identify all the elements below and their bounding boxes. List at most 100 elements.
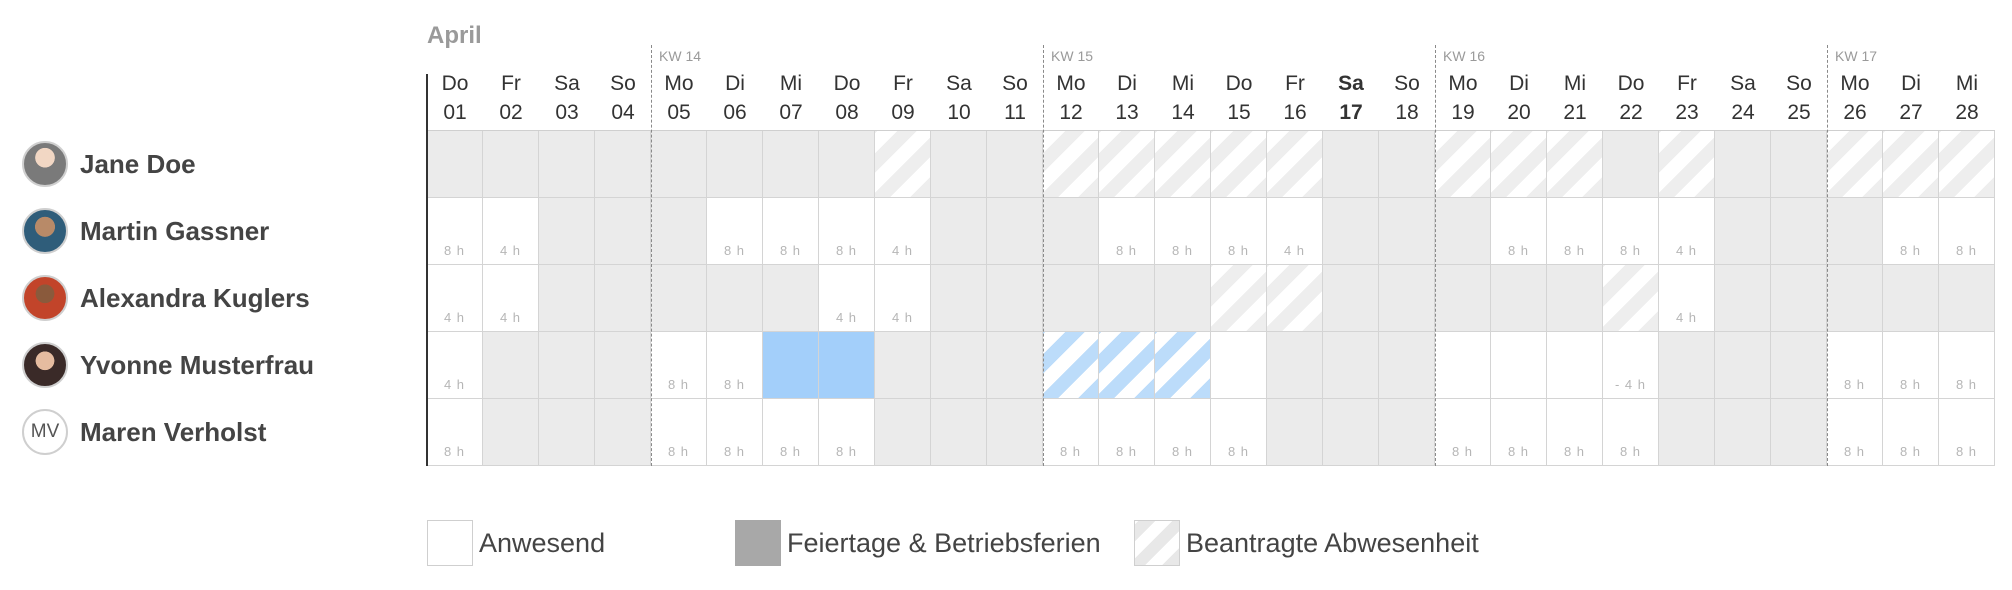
day-cell[interactable] bbox=[1379, 198, 1435, 265]
day-cell[interactable]: 8 h bbox=[1827, 332, 1883, 399]
day-cell[interactable]: 8 h bbox=[427, 399, 483, 466]
day-cell[interactable] bbox=[427, 131, 483, 198]
person-row[interactable]: Martin Gassner bbox=[22, 207, 269, 255]
day-cell[interactable] bbox=[1547, 131, 1603, 198]
day-cell[interactable] bbox=[1715, 131, 1771, 198]
day-cell[interactable]: 4 h bbox=[483, 198, 539, 265]
day-cell[interactable] bbox=[1435, 198, 1491, 265]
day-cell[interactable] bbox=[1211, 131, 1267, 198]
day-cell[interactable] bbox=[1435, 332, 1491, 399]
day-cell[interactable] bbox=[987, 332, 1043, 399]
day-cell[interactable]: 8 h bbox=[1211, 198, 1267, 265]
day-cell[interactable] bbox=[707, 265, 763, 332]
day-cell[interactable] bbox=[483, 399, 539, 466]
day-cell[interactable] bbox=[1323, 399, 1379, 466]
day-cell[interactable] bbox=[875, 131, 931, 198]
day-cell[interactable] bbox=[1603, 131, 1659, 198]
day-cell[interactable] bbox=[539, 332, 595, 399]
day-cell[interactable] bbox=[987, 399, 1043, 466]
day-cell[interactable] bbox=[1267, 131, 1323, 198]
day-cell[interactable] bbox=[875, 332, 931, 399]
day-cell[interactable]: 8 h bbox=[1211, 399, 1267, 466]
day-cell[interactable]: 8 h bbox=[1827, 399, 1883, 466]
day-cell[interactable] bbox=[875, 399, 931, 466]
day-cell[interactable] bbox=[1043, 265, 1099, 332]
day-cell[interactable]: 4 h bbox=[1659, 265, 1715, 332]
day-cell[interactable]: 8 h bbox=[1883, 399, 1939, 466]
day-cell[interactable] bbox=[1323, 131, 1379, 198]
day-cell[interactable]: 8 h bbox=[1939, 332, 1995, 399]
day-cell[interactable] bbox=[1491, 332, 1547, 399]
day-cell[interactable]: 4 h bbox=[427, 332, 483, 399]
day-cell[interactable] bbox=[1379, 131, 1435, 198]
person-row[interactable]: Jane Doe bbox=[22, 140, 196, 188]
day-cell[interactable] bbox=[651, 265, 707, 332]
day-cell[interactable] bbox=[1603, 265, 1659, 332]
day-cell[interactable] bbox=[1099, 131, 1155, 198]
day-cell[interactable]: 4 h bbox=[875, 265, 931, 332]
day-cell[interactable]: 8 h bbox=[819, 399, 875, 466]
day-cell[interactable]: 8 h bbox=[707, 399, 763, 466]
day-cell[interactable] bbox=[595, 131, 651, 198]
day-cell[interactable]: 8 h bbox=[1603, 198, 1659, 265]
day-cell[interactable]: 8 h bbox=[1491, 198, 1547, 265]
day-cell[interactable]: 8 h bbox=[763, 399, 819, 466]
person-row[interactable]: MV Maren Verholst bbox=[22, 408, 266, 456]
day-cell[interactable] bbox=[931, 332, 987, 399]
day-cell[interactable] bbox=[987, 198, 1043, 265]
day-cell[interactable] bbox=[595, 332, 651, 399]
day-cell[interactable] bbox=[1267, 399, 1323, 466]
day-cell[interactable]: 8 h bbox=[1547, 399, 1603, 466]
day-cell[interactable] bbox=[1267, 332, 1323, 399]
day-cell[interactable] bbox=[1211, 265, 1267, 332]
day-cell[interactable]: 4 h bbox=[1659, 198, 1715, 265]
day-cell[interactable]: 4 h bbox=[483, 265, 539, 332]
day-cell[interactable] bbox=[1939, 131, 1995, 198]
day-cell[interactable] bbox=[763, 265, 819, 332]
day-cell[interactable] bbox=[595, 399, 651, 466]
day-cell[interactable] bbox=[1379, 332, 1435, 399]
person-row[interactable]: Alexandra Kuglers bbox=[22, 274, 310, 322]
day-cell[interactable] bbox=[1155, 332, 1211, 399]
day-cell[interactable] bbox=[539, 198, 595, 265]
day-cell[interactable]: 8 h bbox=[1883, 332, 1939, 399]
day-cell[interactable] bbox=[1715, 198, 1771, 265]
day-cell[interactable] bbox=[819, 131, 875, 198]
day-cell[interactable] bbox=[931, 198, 987, 265]
day-cell[interactable] bbox=[1379, 399, 1435, 466]
day-cell[interactable] bbox=[1043, 332, 1099, 399]
day-cell[interactable] bbox=[931, 399, 987, 466]
day-cell[interactable] bbox=[1771, 198, 1827, 265]
day-cell[interactable]: 8 h bbox=[651, 399, 707, 466]
day-cell[interactable] bbox=[1435, 265, 1491, 332]
day-cell[interactable] bbox=[1099, 332, 1155, 399]
day-cell[interactable] bbox=[1827, 265, 1883, 332]
day-cell[interactable] bbox=[651, 198, 707, 265]
day-cell[interactable]: 8 h bbox=[1491, 399, 1547, 466]
day-cell[interactable]: 8 h bbox=[1099, 399, 1155, 466]
day-cell[interactable] bbox=[1715, 265, 1771, 332]
day-cell[interactable] bbox=[1771, 399, 1827, 466]
day-cell[interactable] bbox=[1267, 265, 1323, 332]
day-cell[interactable] bbox=[1715, 399, 1771, 466]
day-cell[interactable] bbox=[819, 332, 875, 399]
day-cell[interactable]: 8 h bbox=[1155, 198, 1211, 265]
day-cell[interactable] bbox=[1323, 332, 1379, 399]
day-cell[interactable] bbox=[763, 332, 819, 399]
day-cell[interactable] bbox=[931, 131, 987, 198]
day-cell[interactable]: 8 h bbox=[819, 198, 875, 265]
day-cell[interactable] bbox=[595, 265, 651, 332]
day-cell[interactable] bbox=[1547, 265, 1603, 332]
day-cell[interactable]: 8 h bbox=[1939, 399, 1995, 466]
day-cell[interactable] bbox=[1883, 265, 1939, 332]
day-cell[interactable] bbox=[1939, 265, 1995, 332]
day-cell[interactable] bbox=[483, 131, 539, 198]
day-cell[interactable] bbox=[763, 131, 819, 198]
day-cell[interactable] bbox=[1155, 265, 1211, 332]
day-cell[interactable] bbox=[1771, 131, 1827, 198]
day-cell[interactable]: 4 h bbox=[427, 265, 483, 332]
day-cell[interactable] bbox=[1155, 131, 1211, 198]
day-cell[interactable] bbox=[539, 399, 595, 466]
day-cell[interactable] bbox=[987, 131, 1043, 198]
day-cell[interactable] bbox=[1715, 332, 1771, 399]
